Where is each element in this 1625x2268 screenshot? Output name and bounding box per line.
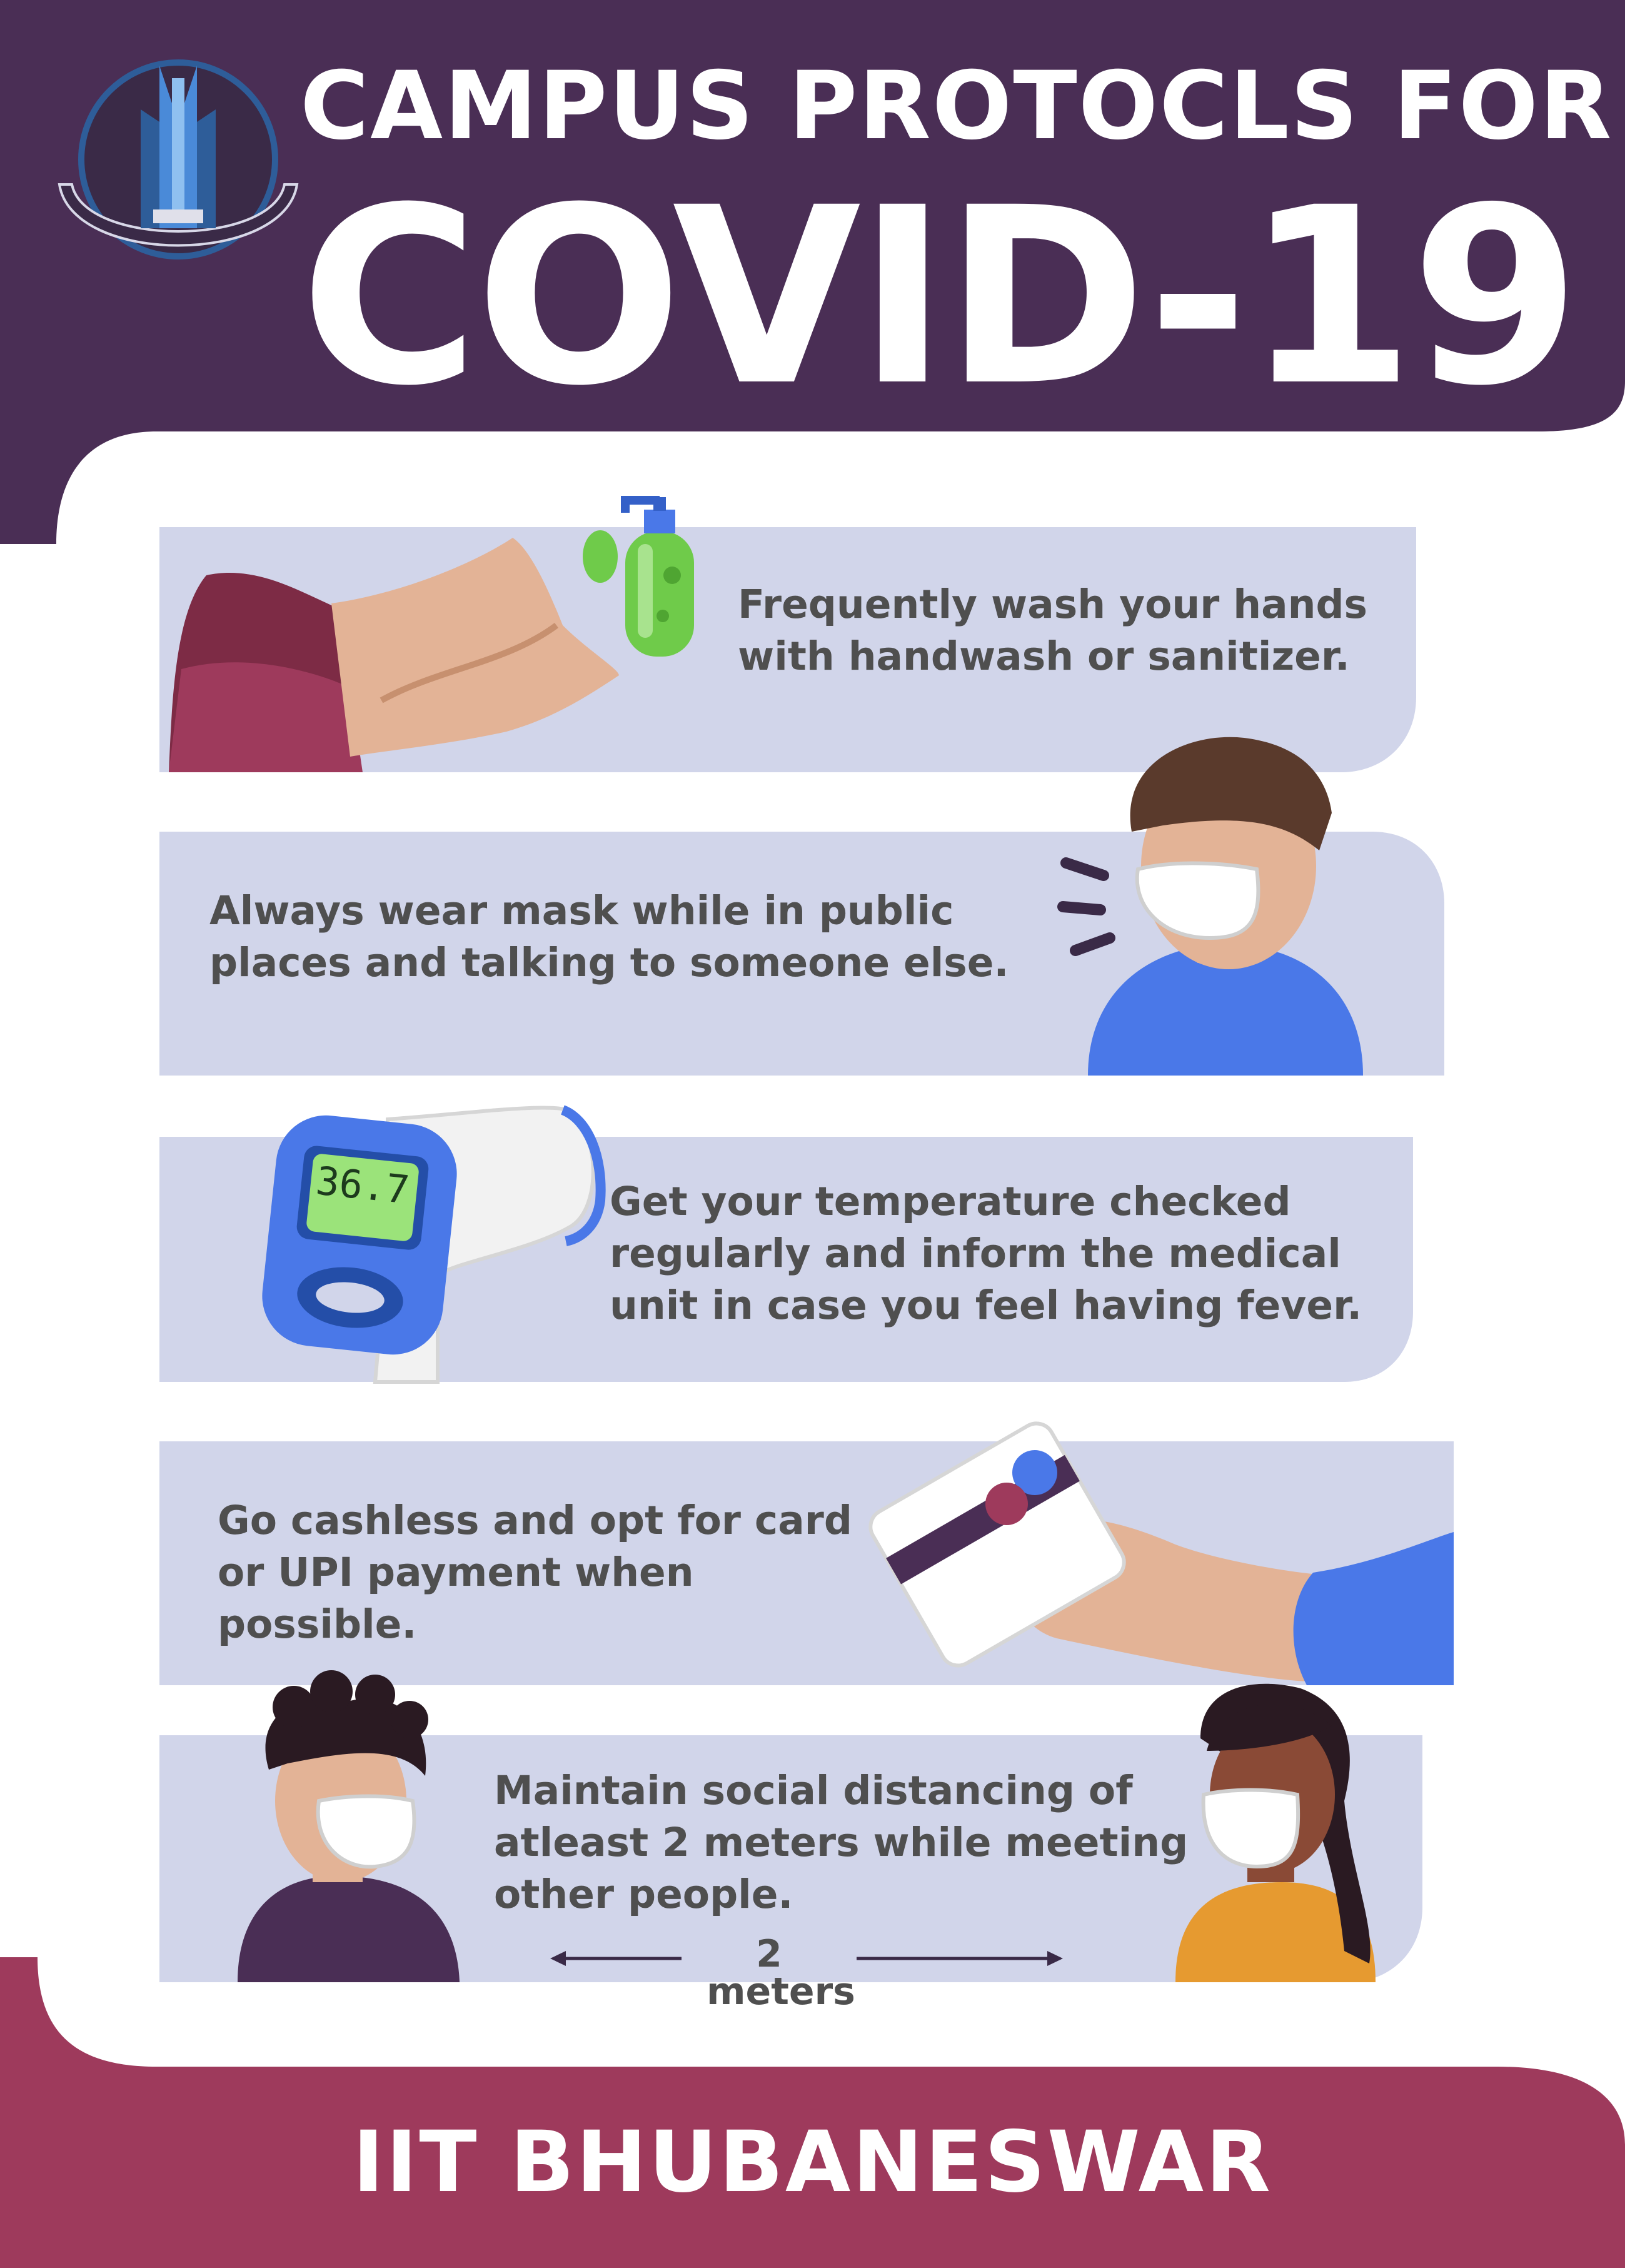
card-bg-5 [159,1735,1422,1982]
institute-logo [58,59,299,260]
social-distancing-illustration [238,1670,1376,1982]
protocol-4-text: Go cashless and opt for card or UPI paym… [218,1498,852,1647]
thermometer-reading: 36.7 [313,1157,412,1213]
protocol-2-text: Always wear mask while in public places … [209,888,1009,985]
protocol-1-text: Frequently wash your hands with handwash… [738,582,1368,679]
title-line-1: CAMPUS PROTOCLS FOR [300,52,1613,161]
protocol-3-text: Get your temperature checked regularly a… [610,1179,1362,1328]
title-line-2: COVID-19 [300,155,1581,439]
footer-band [0,1957,1625,2268]
hand-washing-illustration [169,496,694,772]
protocol-5-text: Maintain social distancing of atleast 2 … [494,1768,1189,1917]
distance-label: 2 meters [707,1932,855,2013]
thermometer-illustration [262,1105,606,1384]
header-band [0,0,1625,544]
masked-person-illustration [1057,737,1363,1076]
card-payment-illustration [868,1421,1454,1685]
footer-title: IIT BHUBANESWAR [352,2113,1273,2211]
distance-arrow [550,1951,1063,1966]
